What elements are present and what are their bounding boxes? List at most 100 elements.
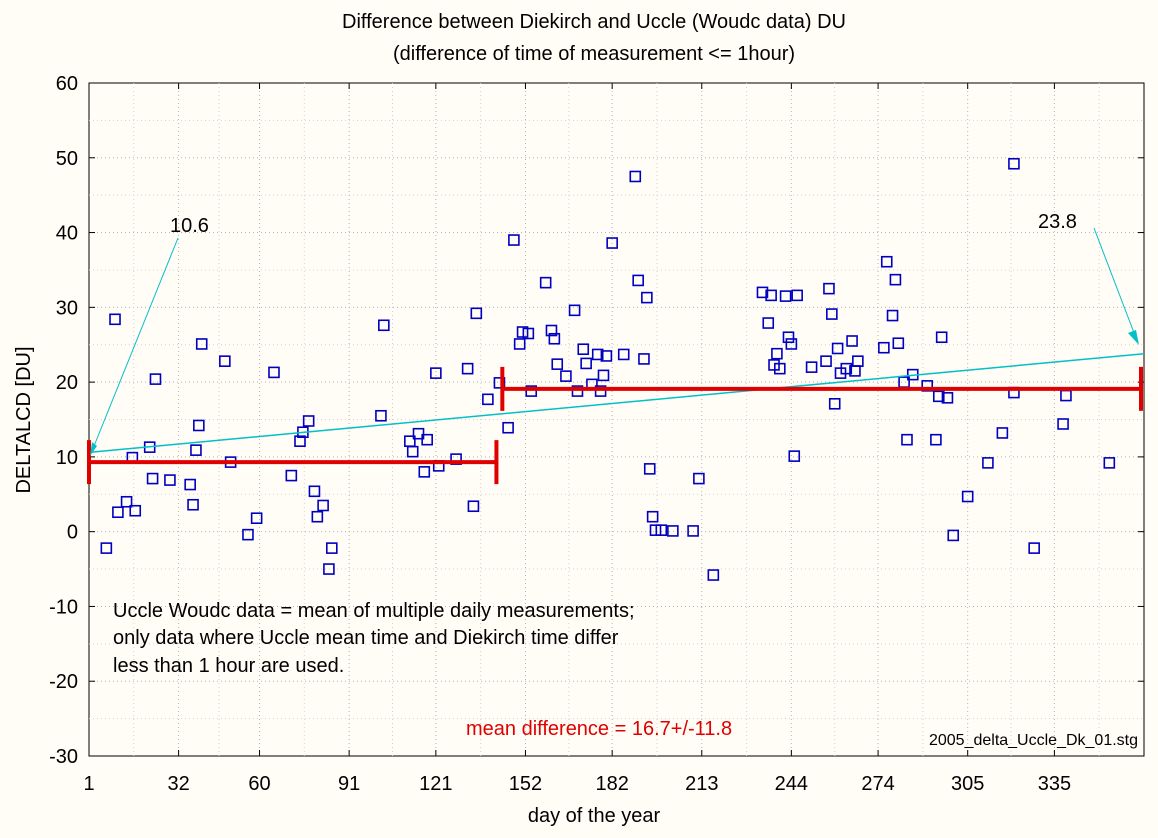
data-point [629, 170, 642, 183]
y-tick-label: 30 [56, 297, 78, 319]
gridlines [89, 83, 1144, 756]
trend-start-label: 10.6 [170, 215, 209, 237]
data-point [762, 317, 775, 329]
data-point [242, 528, 254, 541]
data-point [996, 427, 1009, 439]
data-point [901, 433, 913, 446]
data-point [502, 421, 514, 434]
data-point [560, 370, 572, 382]
data-point [508, 234, 520, 246]
data-point [482, 393, 494, 406]
x-tick-label: 32 [167, 773, 189, 795]
data-point [412, 427, 425, 440]
trend-end-arrowhead [1128, 330, 1139, 345]
data-point [892, 337, 905, 350]
data-point [418, 466, 431, 478]
data-point [308, 485, 321, 498]
x-axis: 1 32 60 91 121 152 182 213 244 274 305 335 [83, 83, 1071, 795]
trend-line [88, 352, 1145, 454]
data-point [771, 347, 783, 360]
y-tick-label: -30 [49, 746, 78, 768]
data-point [779, 290, 792, 302]
file-name-label: 2005_delta_Uccle_Dk_01.stg [929, 732, 1138, 749]
data-point [667, 525, 679, 537]
x-tick-label: 91 [338, 773, 360, 795]
data-point [450, 453, 462, 465]
data-point [545, 324, 558, 337]
mean-difference-label: mean difference = 16.7+/-11.8 [466, 718, 732, 740]
data-point [378, 319, 390, 332]
data-point [109, 313, 121, 326]
data-point [129, 504, 142, 517]
data-point [164, 474, 176, 486]
trend-start-arrow [91, 237, 179, 452]
data-point [982, 457, 994, 469]
mean-segments [87, 366, 1143, 485]
x-axis-label: day of the year [528, 805, 661, 827]
data-point [250, 512, 263, 525]
data-point [120, 495, 133, 508]
data-point [522, 327, 535, 340]
data-point [467, 500, 480, 513]
y-tick-label: 0 [67, 522, 78, 544]
trend-start-annotation: 10.6 [90, 215, 209, 456]
x-tick-label: 1 [83, 773, 94, 795]
data-point [493, 377, 506, 389]
data-point [932, 390, 945, 403]
data-point [1028, 542, 1040, 554]
data-point [112, 506, 124, 519]
data-point [693, 472, 705, 485]
data-point [311, 510, 324, 523]
data-point [641, 291, 653, 304]
note-line-3: less than 1 hour are used. [113, 655, 344, 677]
data-point [774, 362, 786, 375]
data-point [941, 392, 954, 404]
trend-end-arrow [1093, 227, 1137, 339]
data-point [930, 433, 942, 446]
y-axis: -30 -20 -10 0 10 20 30 40 50 60 [49, 73, 1144, 768]
data-point [852, 355, 864, 367]
trend-start-arrowhead [90, 442, 97, 456]
data-point [551, 358, 564, 370]
x-tick-label: 335 [1038, 773, 1071, 795]
data-point [765, 289, 777, 302]
y-tick-label: 20 [56, 372, 78, 394]
data-point [461, 362, 474, 375]
data-point [548, 332, 561, 345]
x-tick-label: 274 [861, 773, 894, 795]
y-tick-label: 60 [56, 73, 78, 95]
data-point [187, 498, 199, 511]
data-point [184, 478, 196, 491]
data-point [193, 419, 205, 432]
trend-end-label: 23.8 [1038, 211, 1077, 233]
data-point [805, 361, 818, 373]
x-tick-label: 152 [509, 773, 542, 795]
data-point [878, 341, 890, 354]
data-point [1103, 457, 1116, 469]
data-point [375, 409, 387, 422]
data-point [889, 273, 902, 286]
data-point [568, 304, 581, 317]
data-point [294, 435, 306, 447]
data-point [782, 331, 795, 344]
data-point [580, 357, 592, 370]
data-point [317, 499, 329, 512]
data-point [149, 373, 162, 385]
y-tick-label: 40 [56, 223, 78, 245]
data-point [646, 510, 659, 523]
y-tick-label: -20 [49, 671, 78, 693]
data-point [571, 385, 584, 397]
data-point [880, 255, 893, 268]
data-point [600, 350, 613, 362]
data-point [268, 366, 280, 379]
data-point [525, 385, 538, 397]
chart-title: Difference between Diekirch and Uccle (W… [342, 11, 846, 33]
data-point [655, 524, 668, 536]
y-axis-label: DELTALCD [DU] [13, 346, 35, 493]
data-point [190, 444, 202, 456]
data-point [632, 274, 644, 287]
data-point [846, 335, 858, 347]
data-point [577, 343, 590, 356]
data-point [1008, 157, 1020, 170]
